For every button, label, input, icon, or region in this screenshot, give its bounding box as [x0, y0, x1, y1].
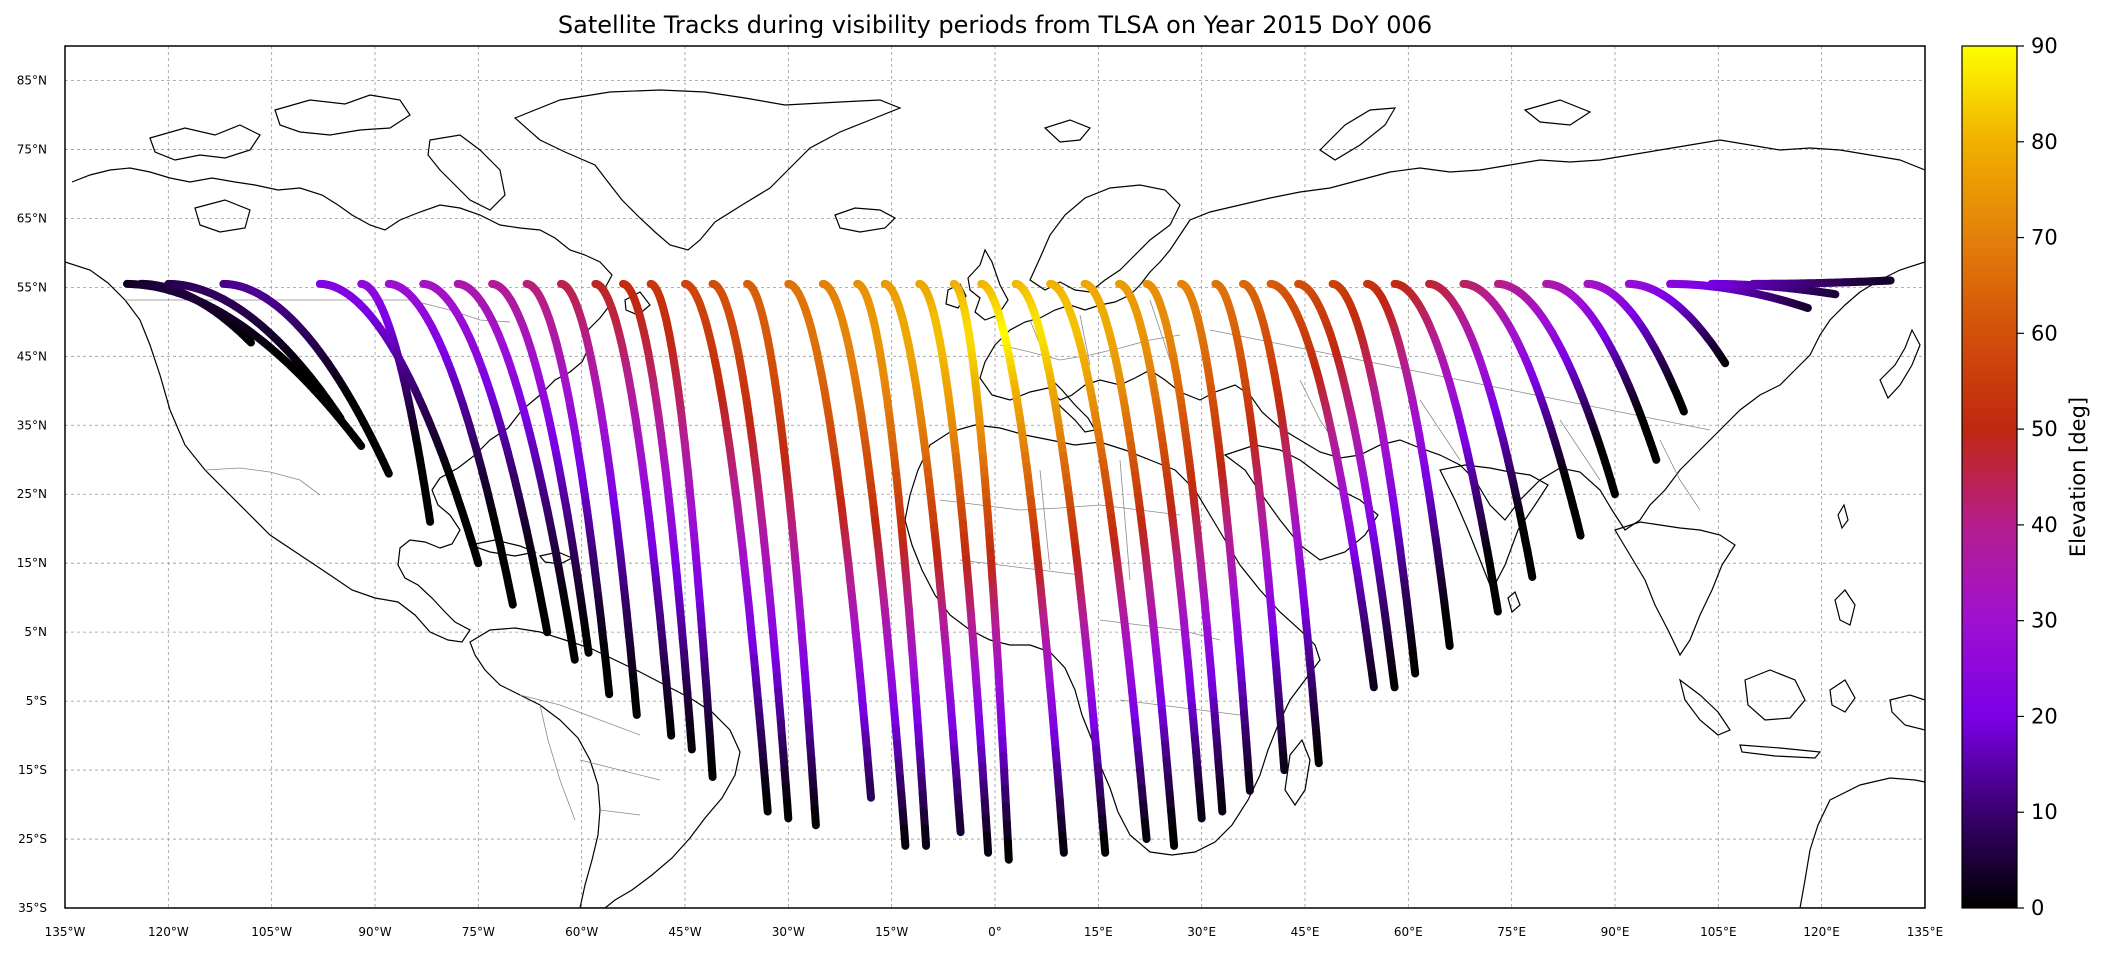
- track-segment: [249, 341, 251, 343]
- colorbar-tick-label: 20: [2031, 704, 2058, 728]
- track-segment: [987, 835, 988, 853]
- lat-tick-label: 75°N: [17, 142, 47, 156]
- latitude-tick-labels: 85°N 75°N 65°N 55°N 45°N 35°N 25°N 15°N 5°N 5°S 15…: [17, 73, 47, 915]
- track-segment: [1531, 568, 1533, 577]
- track-segment: [1063, 835, 1064, 853]
- track-segment: [1283, 755, 1284, 770]
- lat-tick-label: 85°N: [17, 73, 47, 87]
- track-segment: [511, 595, 513, 605]
- track-segment: [1173, 828, 1175, 846]
- track-segment: [870, 782, 871, 798]
- track-segment: [1145, 822, 1147, 839]
- track-segment: [545, 621, 547, 632]
- track-segment: [787, 802, 788, 819]
- lon-tick-label: 30°E: [1187, 925, 1216, 939]
- colorbar-tick-label: 60: [2031, 321, 2058, 345]
- track-segment: [338, 414, 341, 418]
- lon-tick-label: 15°E: [1084, 925, 1113, 939]
- track-segment: [712, 762, 713, 778]
- track-segment: [815, 808, 816, 825]
- longitude-tick-labels: 135°W 120°W 105°W 90°W 75°W 60°W 45°W 30°W 15°W 0…: [45, 925, 1944, 939]
- colorbar-tick-label: 0: [2031, 896, 2044, 920]
- track-segment: [1318, 748, 1319, 763]
- track-segment: [1200, 802, 1201, 819]
- lat-tick-label: 5°N: [24, 625, 47, 639]
- track-segment: [608, 681, 609, 694]
- lon-tick-label: 105°E: [1700, 925, 1737, 939]
- track-segment: [1496, 601, 1498, 611]
- track-segment: [1372, 675, 1374, 688]
- track-segment: [1448, 635, 1449, 646]
- track-segment: [1414, 661, 1415, 673]
- colorbar-ticks: 0 10 20 30 40 50 60 70 80 90: [2017, 34, 2058, 920]
- track-segment: [1579, 528, 1581, 536]
- track-segment: [670, 721, 671, 735]
- lon-tick-label: 120°E: [1803, 925, 1840, 939]
- lat-tick-label: 65°N: [17, 211, 47, 225]
- lon-tick-label: 135°E: [1907, 925, 1944, 939]
- track-segment: [386, 468, 389, 474]
- track-segment: [959, 815, 960, 832]
- track-segment: [429, 514, 430, 522]
- lon-tick-label: 0°: [988, 925, 1002, 939]
- track-segment: [1613, 488, 1615, 495]
- track-segment: [587, 641, 589, 653]
- track-segment: [691, 735, 692, 750]
- colorbar-tick-label: 80: [2031, 130, 2058, 154]
- track-segment: [925, 828, 926, 846]
- lat-tick-label: 5°S: [26, 694, 47, 708]
- lon-tick-label: 120°W: [148, 925, 189, 939]
- colorbar-tick-label: 90: [2031, 34, 2058, 58]
- lon-tick-label: 90°E: [1601, 925, 1630, 939]
- colorbar-tick-label: 50: [2031, 417, 2058, 441]
- map-title: Satellite Tracks during visibility perio…: [558, 11, 1432, 39]
- lon-tick-label: 45°W: [668, 925, 701, 939]
- track-segment: [1806, 307, 1808, 308]
- track-segment: [1104, 835, 1106, 853]
- track-segment: [766, 795, 767, 812]
- track-segment: [573, 648, 575, 660]
- track-segment: [1655, 454, 1657, 460]
- lon-tick-label: 90°W: [358, 925, 391, 939]
- lat-tick-label: 35°S: [18, 901, 47, 915]
- track-segment: [1724, 361, 1726, 364]
- colorbar-tick-label: 10: [2031, 800, 2058, 824]
- lat-tick-label: 25°N: [17, 487, 47, 501]
- track-segment: [1393, 675, 1395, 688]
- track-segment: [357, 441, 361, 446]
- track-segment: [1249, 775, 1250, 791]
- colorbar-label: Elevation [deg]: [2066, 397, 2090, 557]
- track-segment: [1008, 842, 1009, 860]
- lon-tick-label: 60°W: [565, 925, 598, 939]
- lat-tick-label: 15°S: [18, 763, 47, 777]
- lon-tick-label: 105°W: [251, 925, 292, 939]
- lon-tick-label: 135°W: [45, 925, 86, 939]
- track-segment: [1221, 795, 1222, 812]
- colorbar-tick-label: 40: [2031, 513, 2058, 537]
- lon-tick-label: 75°E: [1497, 925, 1526, 939]
- lat-tick-label: 25°S: [18, 832, 47, 846]
- lon-tick-label: 45°E: [1291, 925, 1320, 939]
- track-segment: [904, 828, 905, 846]
- colorbar: [1962, 46, 2017, 908]
- track-segment: [636, 701, 637, 715]
- lat-tick-label: 35°N: [17, 418, 47, 432]
- colorbar-tick-label: 70: [2031, 226, 2058, 250]
- lon-tick-label: 15°W: [875, 925, 908, 939]
- lat-tick-label: 15°N: [17, 556, 47, 570]
- lon-tick-label: 30°W: [772, 925, 805, 939]
- lon-tick-label: 60°E: [1394, 925, 1423, 939]
- track-segment: [1682, 408, 1684, 412]
- track-segment: [476, 554, 479, 563]
- lat-tick-label: 55°N: [17, 280, 47, 294]
- colorbar-tick-label: 30: [2031, 609, 2058, 633]
- lon-tick-label: 75°W: [462, 925, 495, 939]
- lat-tick-label: 45°N: [17, 349, 47, 363]
